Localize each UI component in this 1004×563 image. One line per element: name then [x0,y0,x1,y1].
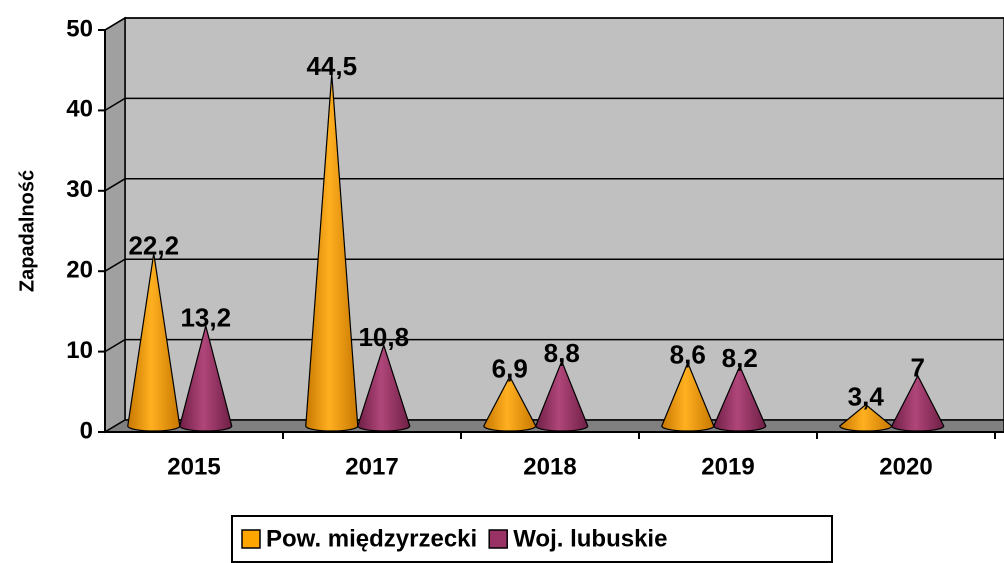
cone [179,323,233,432]
y-tick-label: 20 [66,257,93,284]
grid-line [104,178,1004,192]
cone [357,343,411,432]
legend-swatch [241,529,261,549]
grid-line [104,338,1004,353]
data-label: 6,9 [492,353,528,383]
x-tick-label: 2018 [523,453,576,480]
data-label: 7 [911,353,925,383]
data-label: 13,2 [180,303,231,333]
legend [231,515,833,563]
cone [891,374,945,432]
data-label: 44,5 [306,51,357,81]
y-tick-label: 30 [66,176,93,203]
data-label: 8,8 [544,338,580,368]
data-label: 3,4 [848,382,885,412]
side-wall [104,16,126,434]
grid-line [104,97,1004,112]
cone [535,359,589,432]
y-axis-label: Zapadalność [16,170,38,292]
data-label: 8,6 [670,340,706,370]
x-tick-label: 2020 [879,453,932,480]
legend-label: Pow. międzyrzecki [266,525,477,552]
legend-label: Woj. lubuskie [513,525,667,552]
legend-swatch [488,529,508,549]
y-tick-label: 50 [66,15,93,42]
x-tick-label: 2019 [701,453,754,480]
grid-line [104,17,1004,31]
grid-line [104,258,1004,272]
y-tick-label: 10 [66,337,93,364]
y-tick-label: 0 [80,417,93,444]
y-tick-label: 40 [66,96,93,123]
data-label: 8,2 [722,343,758,373]
x-tick-label: 2017 [345,453,398,480]
data-label: 22,2 [128,230,179,260]
x-tick-label: 2015 [167,453,220,480]
data-label: 10,8 [358,322,409,352]
cone [713,364,767,432]
